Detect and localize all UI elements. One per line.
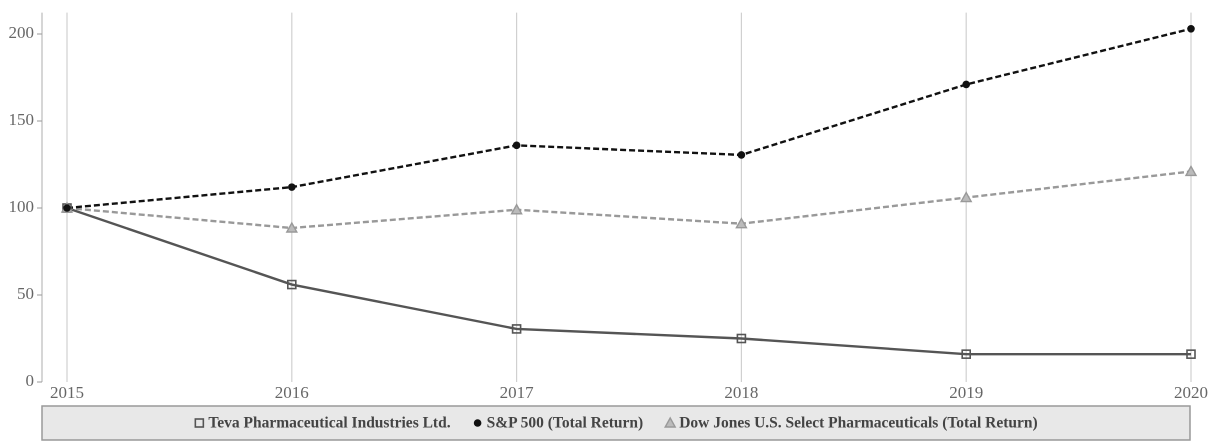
marker: [664, 416, 677, 428]
marker: [288, 183, 296, 191]
marker: [510, 203, 523, 215]
legend-label: S&P 500 (Total Return): [487, 415, 644, 432]
marker: [961, 349, 972, 359]
marker: [511, 324, 522, 334]
marker: [1187, 24, 1195, 33]
series-line: [66, 206, 1191, 356]
x-tick-label: 2017: [500, 383, 535, 402]
marker: [736, 333, 747, 344]
y-tick-label: 150: [9, 110, 35, 129]
x-tick-label: 2020: [1174, 383, 1208, 402]
marker: [1186, 349, 1196, 359]
marker: [473, 419, 482, 427]
x-tick-label: 2019: [949, 383, 983, 402]
marker: [735, 217, 748, 229]
x-tick-label: 2015: [50, 383, 84, 402]
y-tick-label: 100: [9, 197, 35, 216]
marker: [962, 80, 970, 89]
marker: [512, 141, 521, 150]
legend-label: Teva Pharmaceutical Industries Ltd.: [208, 415, 450, 432]
series-line: [66, 170, 1192, 230]
series-line: [66, 27, 1192, 210]
marker: [286, 279, 297, 290]
legend-label: Dow Jones U.S. Select Pharmaceuticals (T…: [679, 415, 1037, 432]
marker: [737, 151, 746, 159]
x-tick-label: 2018: [724, 383, 758, 402]
marker: [960, 191, 973, 203]
marker: [63, 204, 71, 212]
marker: [194, 418, 205, 428]
marker: [1184, 165, 1198, 177]
y-tick-label: 50: [17, 284, 34, 303]
x-tick-label: 2016: [275, 383, 309, 402]
legend-box: [41, 405, 1191, 441]
marker: [285, 221, 298, 233]
y-tick-label: 0: [26, 371, 35, 390]
y-tick-label: 200: [9, 23, 35, 42]
